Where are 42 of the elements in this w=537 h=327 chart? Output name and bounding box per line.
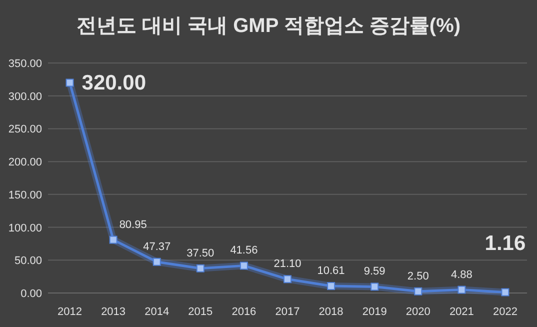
x-tick-label: 2012 bbox=[58, 306, 82, 318]
point bbox=[327, 282, 336, 290]
point bbox=[370, 282, 379, 291]
point bbox=[501, 288, 510, 296]
data-label: 10.61 bbox=[317, 265, 345, 278]
data-label: 9.59 bbox=[364, 266, 386, 278]
y-tick-label: 300.00 bbox=[8, 90, 42, 103]
y-tick-label: 100.00 bbox=[8, 222, 42, 234]
y-tick-label: 200.00 bbox=[8, 156, 42, 169]
x-tick-label: 2020 bbox=[406, 306, 430, 318]
x-tick-label: 2017 bbox=[275, 306, 300, 318]
y-tick-label: 150.00 bbox=[8, 189, 42, 202]
y-tick-label: 250.00 bbox=[8, 124, 42, 136]
data-label: 320.00 bbox=[82, 72, 146, 95]
point bbox=[152, 258, 161, 266]
point bbox=[109, 236, 118, 244]
x-tick-label: 2014 bbox=[144, 306, 170, 318]
x-tick-label: 2013 bbox=[101, 306, 126, 318]
data-label: 4.88 bbox=[450, 268, 472, 281]
data-label: 2.50 bbox=[407, 270, 429, 282]
x-tick-label: 2021 bbox=[449, 306, 474, 318]
chart-title: 전년도 대비 국내 GMP 적합업소 증감률(%) bbox=[76, 15, 461, 37]
data-label: 1.16 bbox=[484, 232, 526, 256]
point bbox=[196, 264, 204, 272]
y-tick-label: 0.00 bbox=[20, 288, 42, 300]
y-tick-label: 350.00 bbox=[8, 58, 42, 70]
point bbox=[284, 275, 292, 284]
data-label: 21.10 bbox=[274, 258, 302, 270]
x-tick-label: 2022 bbox=[492, 306, 518, 318]
data-label: 80.95 bbox=[119, 218, 147, 231]
y-tick-label: 50.00 bbox=[14, 255, 42, 268]
point bbox=[240, 262, 248, 270]
point bbox=[66, 78, 74, 87]
point bbox=[414, 287, 422, 296]
x-tick-label: 2015 bbox=[188, 306, 213, 318]
data-label: 47.37 bbox=[143, 240, 171, 253]
data-label: 41.56 bbox=[230, 244, 258, 257]
data-label: 37.50 bbox=[186, 247, 214, 260]
x-tick-label: 2019 bbox=[362, 306, 387, 318]
x-tick-label: 2018 bbox=[318, 306, 344, 318]
x-tick-label: 2016 bbox=[232, 306, 256, 318]
point bbox=[458, 286, 466, 294]
